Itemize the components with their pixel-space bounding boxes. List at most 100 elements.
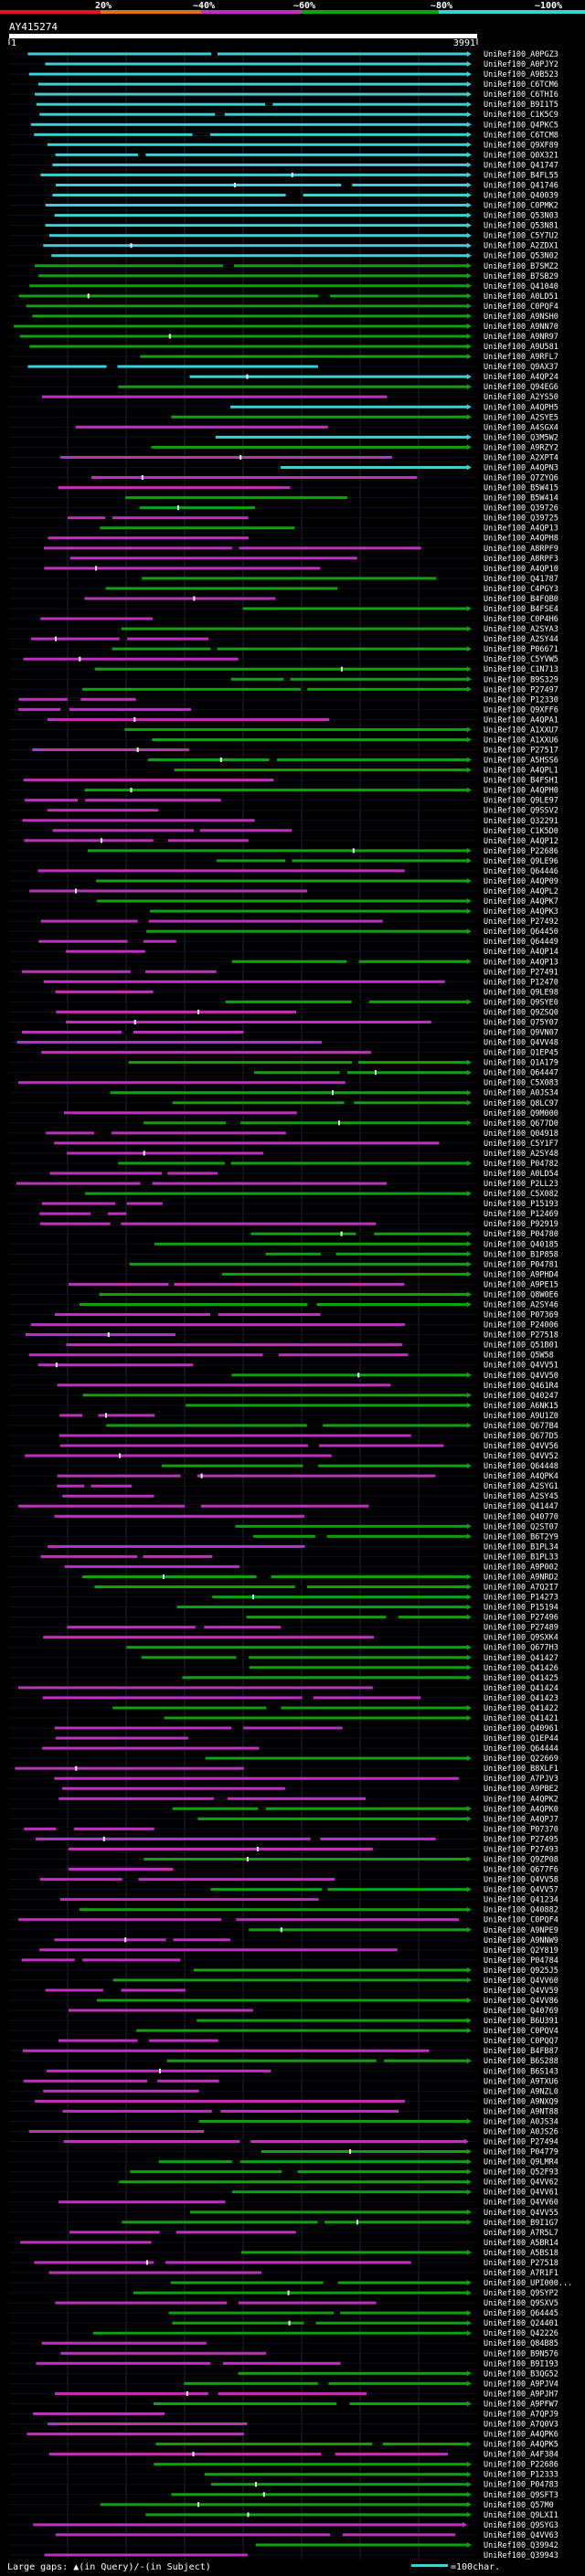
hit-label[interactable]: UniRef100_A9RFL7 xyxy=(484,353,558,362)
hit-label[interactable]: UniRef100_P12469 xyxy=(484,1210,558,1219)
hit-label[interactable]: UniRef100_A7R1F1 xyxy=(484,2269,558,2278)
hit-label[interactable]: UniRef100_Q4VV63 xyxy=(484,2531,558,2540)
hit-label[interactable]: UniRef100_Q677D5 xyxy=(484,1432,558,1441)
hit-label[interactable]: UniRef100_Q64447 xyxy=(484,1069,558,1078)
hit-bar[interactable] xyxy=(37,82,468,86)
hit-bar[interactable] xyxy=(124,727,468,731)
hit-bar[interactable] xyxy=(23,657,239,661)
hit-bar[interactable] xyxy=(45,204,468,207)
hit-bar[interactable] xyxy=(164,1716,468,1720)
hit-label[interactable]: UniRef100_A0JS34 xyxy=(484,2117,558,2126)
hit-label[interactable]: UniRef100_A9NZL0 xyxy=(484,2087,558,2096)
hit-label[interactable]: UniRef100_B9I193 xyxy=(484,2359,558,2369)
hit-label[interactable]: UniRef100_A4QP12 xyxy=(484,837,558,846)
hit-bar[interactable] xyxy=(80,1908,468,1912)
hit-label[interactable]: UniRef100_Q64450 xyxy=(484,928,558,937)
hit-bar[interactable] xyxy=(99,1293,468,1296)
hit-bar[interactable] xyxy=(249,1666,468,1670)
hit-bar[interactable] xyxy=(69,2009,253,2012)
hit-bar[interactable] xyxy=(215,435,468,439)
hit-label[interactable]: UniRef100_P22686 xyxy=(484,2461,558,2470)
hit-label[interactable]: UniRef100_A4SGX4 xyxy=(484,423,558,432)
hit-label[interactable]: UniRef100_Q4VV57 xyxy=(484,1886,558,1895)
hit-bar[interactable] xyxy=(39,1222,377,1225)
hit-label[interactable]: UniRef100_A9NSH0 xyxy=(484,313,558,322)
hit-label[interactable]: UniRef100_Q41422 xyxy=(484,1704,558,1713)
hit-bar[interactable] xyxy=(68,516,249,520)
hit-label[interactable]: UniRef100_B7SMZ2 xyxy=(484,262,558,271)
hit-bar[interactable] xyxy=(54,1938,231,1942)
hit-label[interactable]: UniRef100_P92919 xyxy=(484,1220,558,1229)
hit-bar[interactable] xyxy=(16,1182,388,1185)
hit-bar[interactable] xyxy=(20,2241,152,2244)
hit-label[interactable]: UniRef100_A5HSS6 xyxy=(484,757,558,766)
hit-bar[interactable] xyxy=(24,839,249,843)
hit-label[interactable]: UniRef100_A2SY44 xyxy=(484,635,558,644)
hit-label[interactable]: UniRef100_A0PJY2 xyxy=(484,60,558,69)
hit-label[interactable]: UniRef100_A4QP09 xyxy=(484,877,558,886)
hit-label[interactable]: UniRef100_P12333 xyxy=(484,2471,558,2480)
hit-bar[interactable] xyxy=(54,1141,440,1145)
hit-label[interactable]: UniRef100_Q4VV52 xyxy=(484,1452,558,1461)
hit-bar[interactable] xyxy=(158,2160,468,2164)
hit-bar[interactable] xyxy=(58,2200,226,2204)
hit-bar[interactable] xyxy=(129,1262,468,1266)
hit-label[interactable]: UniRef100_A9U1Z0 xyxy=(484,1412,558,1421)
hit-label[interactable]: UniRef100_A2XPT4 xyxy=(484,454,558,463)
hit-label[interactable]: UniRef100_A4QPH8 xyxy=(484,535,558,544)
hit-bar[interactable] xyxy=(33,2412,165,2415)
hit-label[interactable]: UniRef100_P07370 xyxy=(484,1825,558,1834)
hit-label[interactable]: UniRef100_A9P002 xyxy=(484,1563,558,1572)
hit-bar[interactable] xyxy=(29,284,468,288)
hit-bar[interactable] xyxy=(255,2543,468,2547)
hit-label[interactable]: UniRef100_Q39726 xyxy=(484,504,558,514)
hit-bar[interactable] xyxy=(49,1171,218,1175)
hit-bar[interactable] xyxy=(151,445,468,449)
hit-bar[interactable] xyxy=(238,2371,468,2375)
hit-bar[interactable] xyxy=(171,415,468,419)
hit-bar[interactable] xyxy=(112,1978,468,1982)
hit-label[interactable]: UniRef100_B8XLF1 xyxy=(484,1765,558,1774)
hit-label[interactable]: UniRef100_Q9AX37 xyxy=(484,363,558,372)
hit-bar[interactable] xyxy=(106,1424,468,1427)
hit-label[interactable]: UniRef100_A2SYA3 xyxy=(484,625,558,634)
hit-bar[interactable] xyxy=(21,1958,181,1962)
hit-bar[interactable] xyxy=(82,1575,468,1578)
hit-bar[interactable] xyxy=(148,758,468,761)
hit-bar[interactable] xyxy=(43,2089,199,2093)
hit-bar[interactable] xyxy=(30,1323,405,1327)
hit-label[interactable]: UniRef100_A4QPK5 xyxy=(484,2441,558,2450)
hit-bar[interactable] xyxy=(144,1121,468,1125)
hit-label[interactable]: UniRef100_P27497 xyxy=(484,685,558,694)
hit-label[interactable]: UniRef100_P27496 xyxy=(484,1614,558,1623)
hit-bar[interactable] xyxy=(261,2150,468,2153)
hit-bar[interactable] xyxy=(75,425,328,429)
hit-label[interactable]: UniRef100_Q64446 xyxy=(484,867,558,876)
hit-label[interactable]: UniRef100_A9PE15 xyxy=(484,1280,558,1289)
hit-bar[interactable] xyxy=(100,2503,468,2507)
hit-bar[interactable] xyxy=(54,1514,305,1518)
hit-bar[interactable] xyxy=(172,1807,468,1810)
hit-bar[interactable] xyxy=(253,1071,468,1075)
hit-bar[interactable] xyxy=(27,52,468,56)
hit-label[interactable]: UniRef100_UPI000... xyxy=(484,2279,572,2288)
hit-label[interactable]: UniRef100_A9NRD2 xyxy=(484,1574,558,1583)
hit-bar[interactable] xyxy=(253,1534,468,1538)
hit-bar[interactable] xyxy=(67,1151,264,1155)
hit-label[interactable]: UniRef100_A2SY46 xyxy=(484,1301,558,1310)
hit-label[interactable]: UniRef100_A4QPJ7 xyxy=(484,1815,558,1824)
hit-bar[interactable] xyxy=(59,1414,154,1417)
hit-label[interactable]: UniRef100_C5X082 xyxy=(484,1190,558,1199)
hit-label[interactable]: UniRef100_Q39943 xyxy=(484,2551,558,2560)
hit-label[interactable]: UniRef100_Q9LMR4 xyxy=(484,2158,558,2168)
hit-bar[interactable] xyxy=(41,2341,207,2345)
hit-label[interactable]: UniRef100_B6S143 xyxy=(484,2067,558,2076)
hit-bar[interactable] xyxy=(26,304,468,308)
hit-bar[interactable] xyxy=(68,1868,174,1871)
hit-label[interactable]: UniRef100_Q24401 xyxy=(484,2319,558,2328)
hit-bar[interactable] xyxy=(41,395,388,398)
hit-label[interactable]: UniRef100_Q64448 xyxy=(484,1462,558,1471)
hit-label[interactable]: UniRef100_Q40185 xyxy=(484,1240,558,1249)
hit-label[interactable]: UniRef100_A7R5L7 xyxy=(484,2229,558,2238)
hit-label[interactable]: UniRef100_B9N576 xyxy=(484,2349,558,2359)
